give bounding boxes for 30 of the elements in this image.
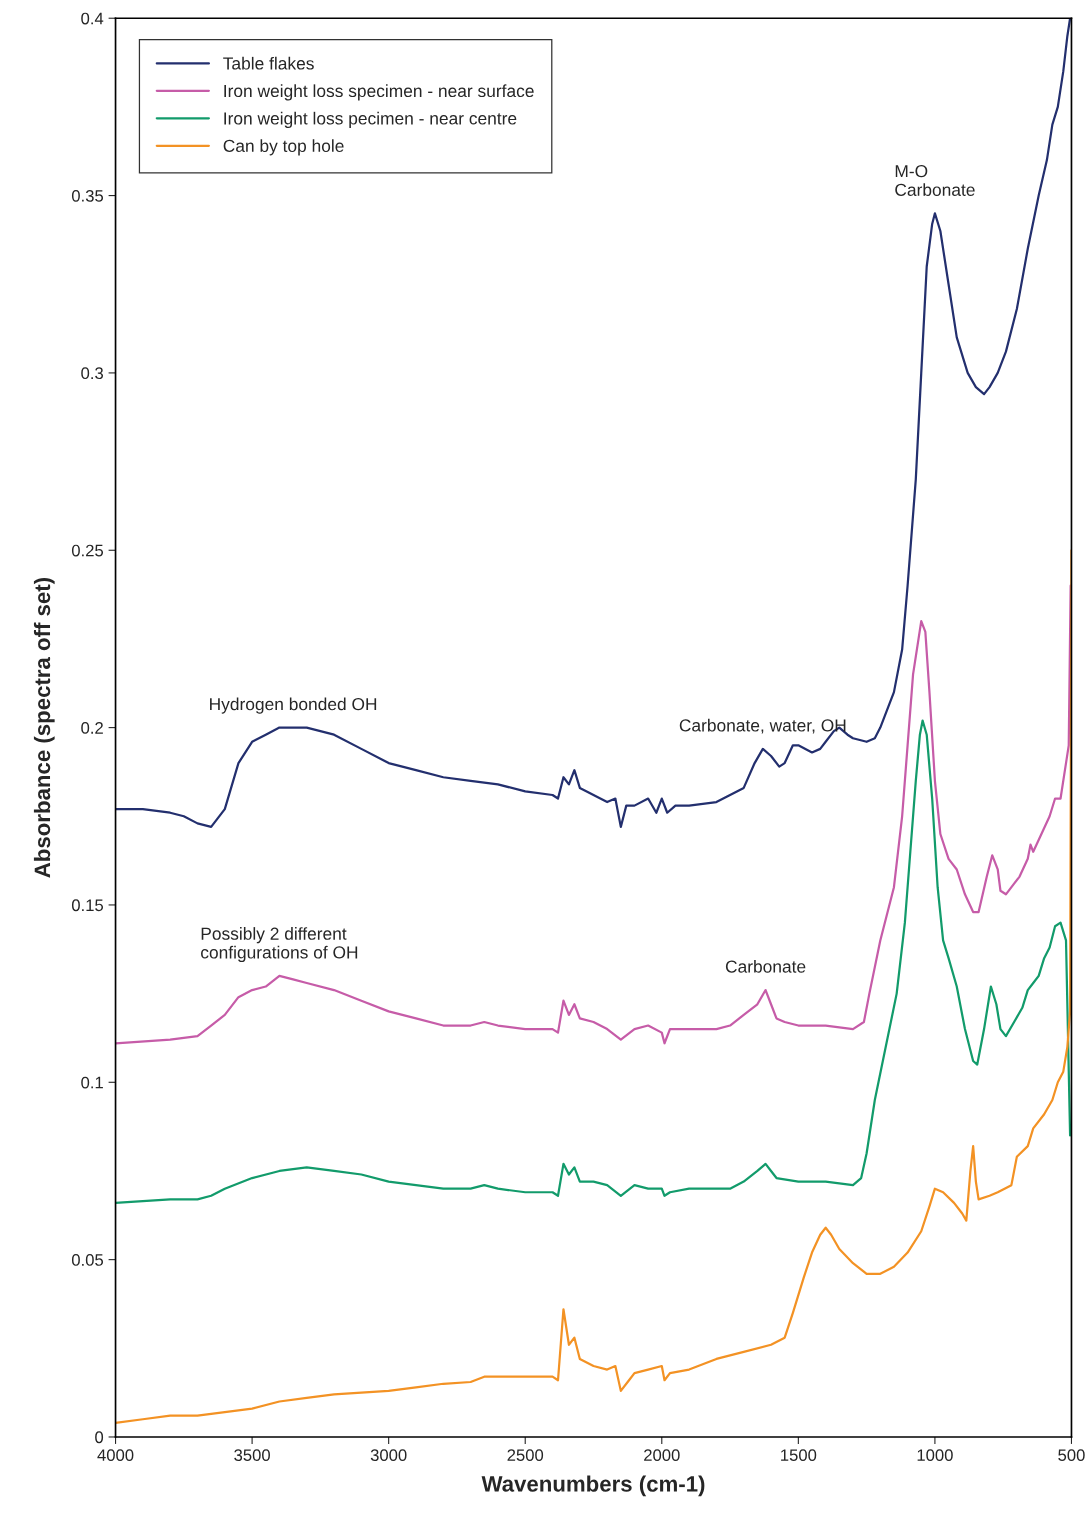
x-axis-title: Wavenumbers (cm-1) (481, 1475, 705, 1497)
y-tick-label: 0.35 (71, 189, 104, 202)
x-tick-label: 3000 (370, 1449, 407, 1462)
annotation: M-O Carbonate (895, 164, 975, 196)
annotation: Possibly 2 different configurations of OH (201, 927, 358, 962)
legend-label: Iron weight loss pecimen - near centre (224, 111, 517, 128)
annotation: Hydrogen bonded OH (210, 697, 377, 714)
line-series (115, 719, 1072, 1204)
x-tick-label: 3500 (234, 1449, 270, 1462)
legend-label: Iron weight loss specimen - near surface (224, 84, 534, 101)
y-tick-label: 0.2 (81, 722, 103, 734)
line-series (115, 549, 1072, 1424)
annotation: Carbonate (725, 960, 806, 973)
x-tick-label: 500 (1058, 1449, 1085, 1462)
x-tick-label: 2500 (507, 1449, 544, 1462)
y-tick-label: 0.1 (81, 1076, 103, 1089)
x-tick-label: 1000 (917, 1449, 953, 1462)
y-axis-title: Absorbance (spectra off set) (33, 578, 55, 878)
y-tick-label: 0 (95, 1431, 104, 1444)
y-tick-label: 0.4 (81, 12, 104, 25)
legend-label: Table flakes (223, 56, 314, 70)
legend-label: Can by top hole (223, 139, 344, 156)
y-tick-label: 0.15 (71, 899, 104, 912)
y-tick-label: 0.25 (71, 544, 104, 557)
x-tick-label: 1500 (781, 1449, 817, 1462)
y-tick-label: 0.3 (81, 367, 103, 380)
annotation: Carbonate, water, OH (679, 718, 846, 734)
x-tick-label: 4000 (97, 1449, 134, 1462)
x-tick-label: 2000 (644, 1449, 680, 1462)
y-tick-label: 0.05 (71, 1254, 104, 1266)
